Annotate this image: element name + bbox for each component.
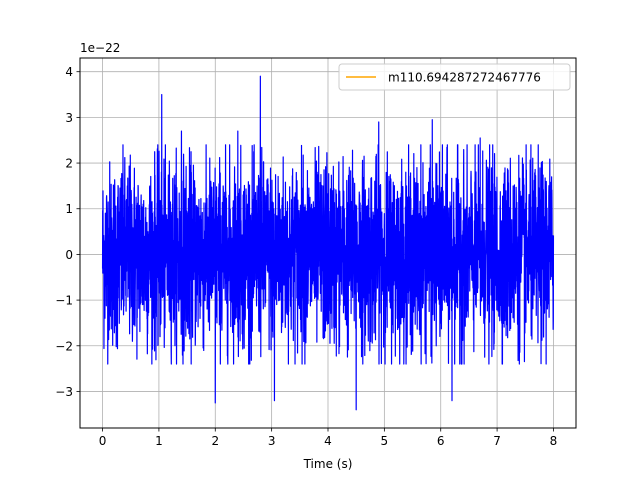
y-tick-label: −3 xyxy=(55,385,73,399)
legend-entry: m110.694287272467776 xyxy=(388,71,541,85)
x-tick-label: 7 xyxy=(493,434,501,448)
x-axis-label: Time (s) xyxy=(303,457,353,471)
y-tick-label: 2 xyxy=(65,157,73,171)
y-tick-label: −1 xyxy=(55,294,73,308)
x-tick-label: 8 xyxy=(550,434,558,448)
x-axis: 0 1 2 3 4 5 6 7 8 xyxy=(99,428,558,448)
legend-box xyxy=(338,63,571,91)
x-tick-label: 0 xyxy=(99,434,107,448)
y-axis: −3 −2 −1 0 1 2 3 4 xyxy=(55,65,80,399)
x-tick-label: 6 xyxy=(437,434,445,448)
y-tick-label: 0 xyxy=(65,248,73,262)
x-tick-label: 1 xyxy=(155,434,163,448)
series-layer xyxy=(101,75,555,411)
y-scale-label: 1e−22 xyxy=(80,41,120,55)
y-tick-label: 3 xyxy=(65,111,73,125)
y-tick-label: −2 xyxy=(55,339,73,353)
y-tick-label: 1 xyxy=(65,202,73,216)
x-tick-label: 3 xyxy=(268,434,276,448)
legend: m110.694287272467776 xyxy=(338,63,571,91)
x-tick-label: 2 xyxy=(211,434,219,448)
x-tick-label: 5 xyxy=(381,434,389,448)
y-tick-label: 4 xyxy=(65,65,73,79)
x-tick-label: 4 xyxy=(324,434,332,448)
strain-series-line xyxy=(101,75,555,411)
